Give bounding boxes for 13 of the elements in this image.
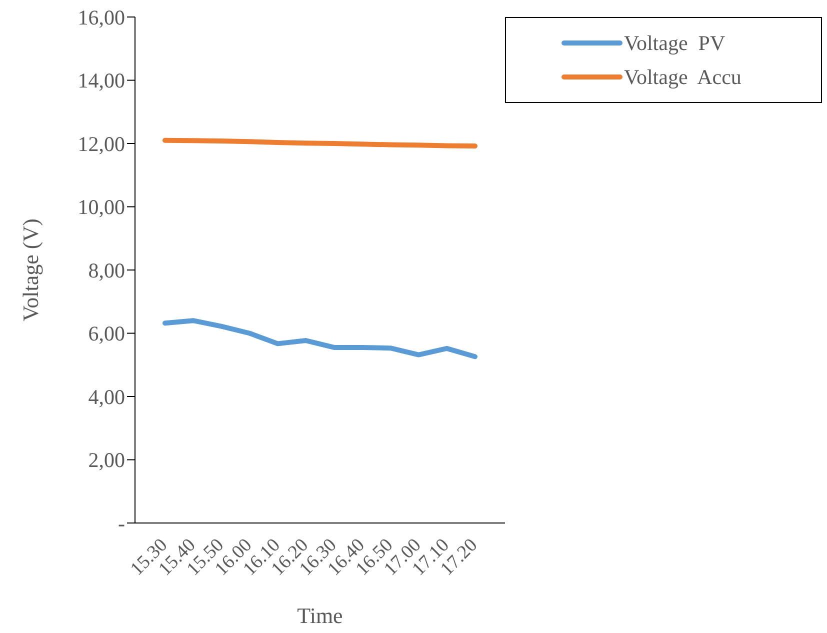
y-tick-label: 2,00 (88, 448, 125, 472)
y-tick-label: 10,00 (78, 195, 125, 220)
y-tick-label: 8,00 (88, 258, 125, 282)
y-tick-label: 6,00 (88, 322, 125, 346)
y-tick-label: - (118, 511, 125, 536)
x-axis-title: Time (297, 603, 343, 628)
y-axis-title: Voltage (V) (18, 218, 43, 322)
y-tick-label: 4,00 (88, 384, 125, 409)
y-tick-label: 14,00 (78, 68, 125, 93)
legend-label: Voltage Accu (624, 64, 742, 90)
y-tick-label: 16,00 (78, 5, 125, 30)
legend-label: Voltage PV (624, 30, 726, 56)
y-tick-label: 12,00 (78, 132, 125, 156)
